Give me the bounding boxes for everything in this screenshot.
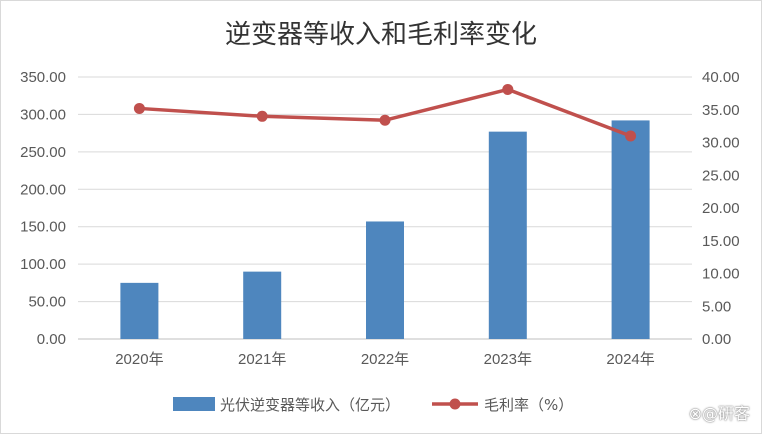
x-axis-tick-label: 2021年 [238, 351, 286, 368]
right-axis-tick-label: 35.00 [702, 102, 740, 119]
x-axis-tick-label: 2023年 [484, 351, 532, 368]
left-axis-tick-label: 100.00 [20, 256, 66, 273]
bar [488, 131, 527, 339]
right-axis-tick-label: 40.00 [702, 69, 740, 86]
right-axis-tick-label: 20.00 [702, 200, 740, 217]
chart-title: 逆变器等收入和毛利率变化 [224, 20, 537, 50]
left-axis-ticks: 0.00 50.00 100.00 150.00 200.00 250.00 300.00 3… [20, 69, 66, 348]
line-marker [133, 102, 145, 114]
right-axis-tick-label: 10.00 [702, 266, 740, 283]
x-axis-tick-label: 2022年 [361, 351, 409, 368]
line-series [133, 83, 637, 142]
left-axis-tick-label: 300.00 [20, 106, 66, 123]
line-marker [502, 83, 514, 95]
right-axis-tick-label: 15.00 [702, 233, 740, 250]
left-axis-tick-label: 250.00 [20, 144, 66, 161]
left-axis-tick-label: 200.00 [20, 181, 66, 198]
bar-series [120, 120, 650, 339]
legend: 光伏逆变器等收入（亿元） 毛利率（%） [173, 396, 573, 414]
left-axis-tick-label: 50.00 [28, 294, 66, 311]
line-marker [625, 130, 637, 142]
line-marker [256, 110, 268, 122]
legend-line-label: 毛利率（%） [484, 396, 573, 414]
right-axis-tick-label: 25.00 [702, 167, 740, 184]
watermark: ⊗@研客 [688, 404, 750, 423]
left-axis-tick-label: 350.00 [20, 69, 66, 86]
right-axis-tick-label: 0.00 [702, 331, 731, 348]
legend-bar-swatch [173, 397, 215, 411]
line-marker [379, 114, 391, 126]
bar [366, 221, 404, 339]
line-path [139, 87, 632, 138]
x-axis-ticks: 2020年 2021年 2022年 2023年 2024年 [115, 351, 655, 368]
legend-bar-label: 光伏逆变器等收入（亿元） [220, 396, 400, 414]
x-axis-tick-label: 2020年 [115, 351, 163, 368]
bar [611, 120, 650, 339]
right-axis-ticks: 0.00 5.00 10.00 15.00 20.00 25.00 30.00 35.00 40… [702, 69, 740, 348]
bar [243, 271, 282, 339]
legend-line-marker [449, 398, 461, 410]
left-axis-tick-label: 150.00 [20, 219, 66, 236]
right-axis-tick-label: 30.00 [702, 135, 740, 152]
left-axis-tick-label: 0.00 [37, 331, 66, 348]
bar [120, 282, 159, 339]
x-axis-tick-label: 2024年 [606, 351, 654, 368]
right-axis-tick-label: 5.00 [702, 298, 731, 315]
